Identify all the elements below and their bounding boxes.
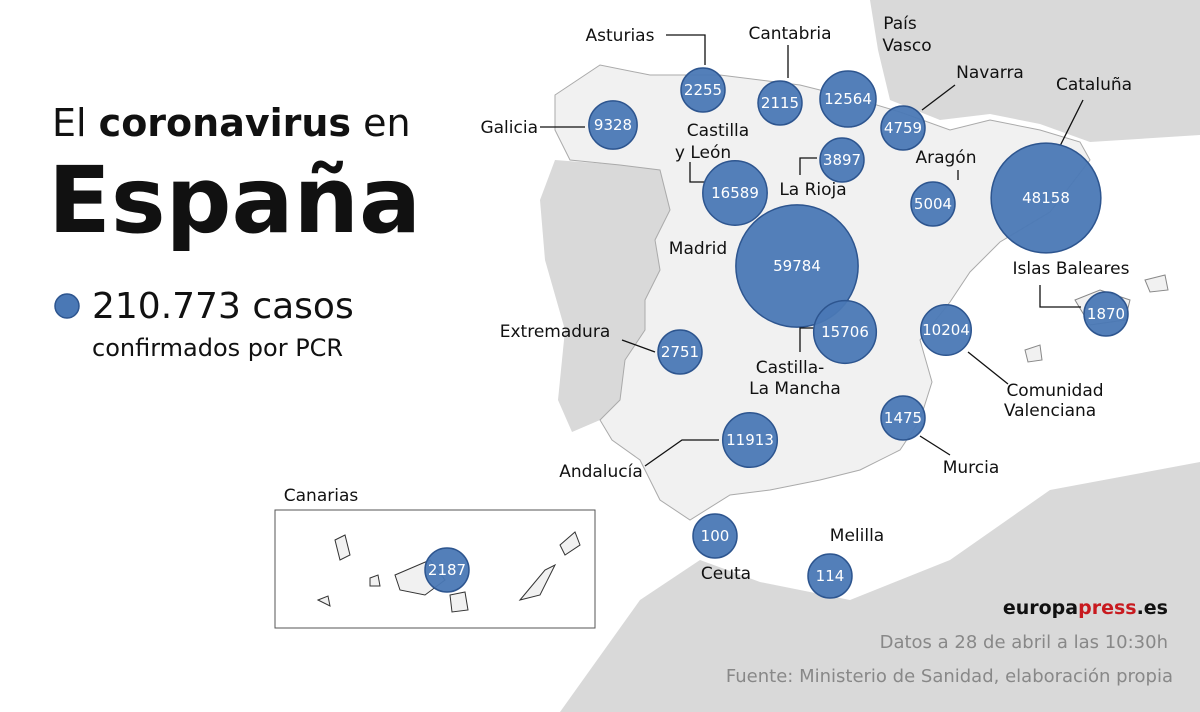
total: 210.773 casos (92, 286, 354, 327)
case-bubble (735, 204, 859, 328)
title: El coronavirus en (52, 101, 411, 145)
case-count: 1870 (1087, 305, 1125, 323)
case-count: 4759 (884, 119, 922, 137)
case-bubble (880, 105, 926, 151)
region-name: y León (675, 143, 731, 163)
region-name: La Rioja (779, 180, 846, 200)
brand-part: europa (1003, 597, 1078, 619)
region-name: Ceuta (701, 564, 751, 584)
case-bubble (692, 513, 738, 559)
case-count: 11913 (726, 431, 774, 449)
region-name: Vasco (882, 36, 931, 56)
region-name: Madrid (669, 239, 727, 259)
region-name: País (883, 14, 917, 34)
case-bubble (990, 142, 1102, 254)
region-name: Aragón (915, 148, 976, 168)
leader-line (666, 34, 706, 65)
case-bubble (657, 329, 703, 375)
case-bubble (702, 160, 768, 226)
legend-dot (54, 293, 80, 319)
case-bubble (910, 181, 956, 227)
region-name: Cantabria (748, 24, 831, 44)
leader-line (1039, 285, 1081, 308)
case-bubble (680, 67, 726, 113)
case-count: 2115 (761, 94, 799, 112)
case-bubble (1083, 291, 1129, 337)
region-name: Murcia (943, 458, 1000, 478)
case-count: 3897 (823, 151, 861, 169)
leader-line (621, 339, 656, 353)
leader-line (644, 439, 719, 467)
source-note: Fuente: Ministerio de Sanidad, elaboraci… (726, 666, 1173, 687)
case-count: 59784 (773, 257, 821, 275)
leader-line (967, 351, 1009, 385)
total-note: confirmados por PCR (92, 334, 343, 362)
region-name: La Mancha (749, 379, 841, 399)
case-bubble (819, 137, 865, 183)
case-bubble (819, 70, 877, 128)
date-note: Datos a 28 de abril a las 10:30h (880, 632, 1168, 653)
africa (560, 462, 1200, 712)
case-bubble (588, 100, 638, 150)
case-bubble (880, 395, 926, 441)
case-count: 5004 (914, 195, 952, 213)
case-count: 9328 (594, 116, 632, 134)
region-name: Andalucía (559, 462, 643, 482)
france (870, 0, 1200, 142)
case-bubble (919, 303, 973, 357)
leader-line (1059, 99, 1084, 147)
case-count: 16589 (711, 184, 759, 202)
case-count: 2255 (684, 81, 722, 99)
region-name: Asturias (586, 26, 655, 46)
region-name: Islas Baleares (1013, 259, 1130, 279)
case-count: 2751 (661, 343, 699, 361)
country: España (48, 147, 421, 254)
case-count: 2187 (428, 561, 466, 579)
leader-line (799, 327, 814, 352)
region-name: Canarias (284, 486, 359, 506)
case-bubble (721, 411, 779, 469)
region-name: Galicia (480, 118, 538, 138)
region-name: Comunidad (1006, 381, 1103, 401)
region-name: Castilla- (756, 358, 825, 378)
brand-part: press (1078, 597, 1136, 619)
case-count: 10204 (922, 321, 970, 339)
leader-line (799, 157, 817, 175)
title-bold: coronavirus (99, 101, 351, 145)
region-name: Cataluña (1056, 75, 1132, 95)
title-pre: El (52, 101, 87, 145)
leader-line (921, 84, 956, 111)
brand: europapress.es (1003, 597, 1168, 619)
region-name: Extremadura (500, 322, 611, 342)
portugal (540, 160, 670, 432)
region-name: Melilla (830, 526, 884, 546)
case-count: 1475 (884, 409, 922, 427)
region-name: Navarra (956, 63, 1024, 83)
brand-part: .es (1137, 597, 1168, 619)
case-count: 48158 (1022, 189, 1070, 207)
case-count: 100 (701, 527, 730, 545)
case-count: 12564 (824, 90, 872, 108)
leader-line (919, 435, 951, 456)
leader-line (689, 162, 705, 183)
region-name: Castilla (687, 121, 749, 141)
region-name: Valenciana (1004, 401, 1096, 421)
case-bubble (807, 553, 853, 599)
case-count: 114 (816, 567, 845, 585)
title-post: en (363, 101, 410, 145)
case-bubble (812, 299, 878, 365)
case-bubble (424, 547, 470, 593)
case-count: 15706 (821, 323, 869, 341)
case-bubble (757, 80, 803, 126)
